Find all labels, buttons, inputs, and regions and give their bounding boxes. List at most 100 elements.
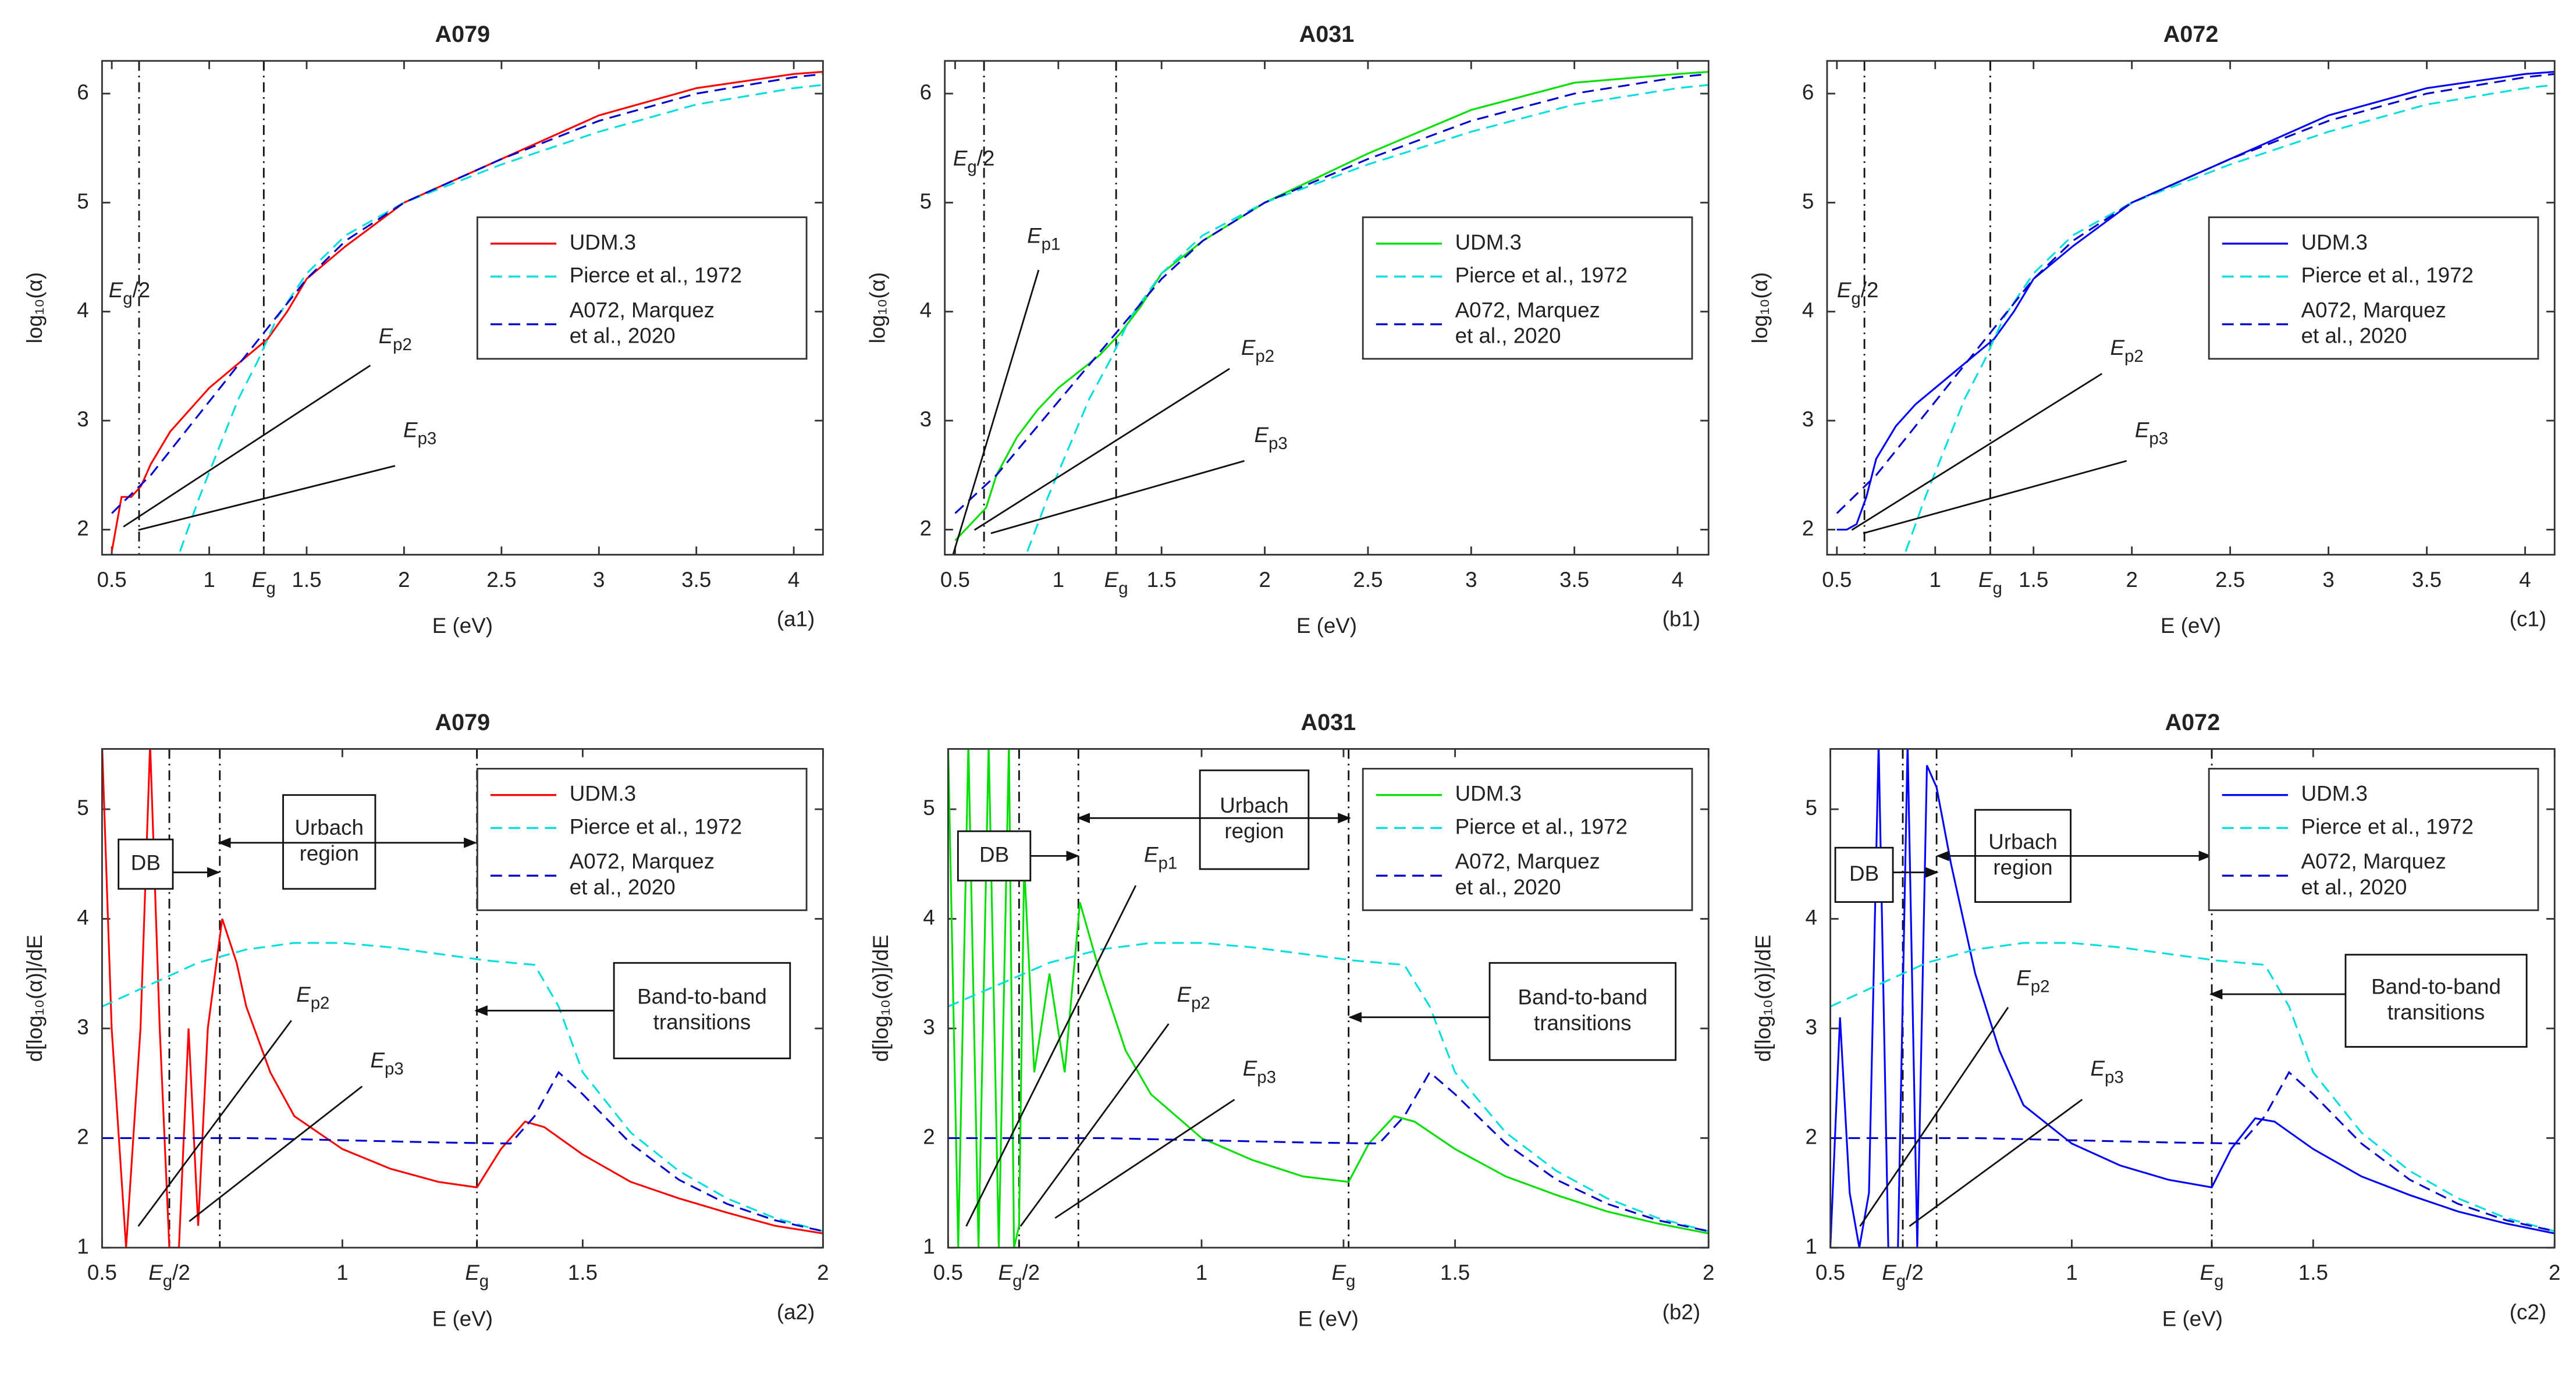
x-tick-label: 0.5 xyxy=(940,568,970,592)
y-tick-label: 3 xyxy=(1802,407,1814,431)
y-tick-label: 2 xyxy=(1805,1124,1817,1148)
y-axis-label: d[log₁₀(α)]/dE xyxy=(869,935,893,1062)
annotation-box xyxy=(2344,953,2528,1048)
x-tick-label: 1 xyxy=(1053,568,1064,592)
x-axis-label: E (eV) xyxy=(1298,1307,1359,1330)
panel: A072 log₁₀(α) E (eV) (c1) 0.5 1 Eg 1.5 2 2.5 3 3.5 4… xyxy=(1747,22,2556,638)
x-tick-label: 1.5 xyxy=(2019,568,2048,592)
legend-box xyxy=(2208,767,2539,912)
y-axis-label: log₁₀(α) xyxy=(1747,272,1771,343)
x-tick-label: Eg xyxy=(1104,568,1128,598)
series-line xyxy=(954,73,1709,514)
axes-frame xyxy=(947,748,1710,1249)
panel-title: A031 xyxy=(1301,710,1356,735)
annotation: Ep2 xyxy=(2016,966,2049,996)
legend-label: UDM.3 xyxy=(570,230,636,254)
x-tick-label: 1.5 xyxy=(292,568,321,592)
y-tick-label: 4 xyxy=(77,298,88,322)
leader-line xyxy=(965,885,1137,1227)
legend-box xyxy=(1362,767,1693,912)
x-tick-label: 0.5 xyxy=(1815,1261,1845,1284)
x-tick-label: Eg xyxy=(465,1261,489,1291)
annotation: DB xyxy=(979,842,1009,866)
series-line xyxy=(1026,84,1709,552)
x-tick-label: 1 xyxy=(1930,568,1941,592)
y-tick-label: 3 xyxy=(77,1015,88,1039)
y-axis-label: d[log₁₀(α)]/dE xyxy=(23,935,47,1062)
legend-label: A072, Marquez et al., 2020 xyxy=(2301,849,2446,899)
legend-box xyxy=(1362,216,1693,360)
leader-line xyxy=(1851,373,2103,531)
x-tick-label: 2 xyxy=(1703,1261,1714,1284)
axes-frame xyxy=(101,748,824,1249)
panel-label: (c1) xyxy=(2510,607,2546,631)
y-axis-label: log₁₀(α) xyxy=(865,272,889,343)
panel-label: (a1) xyxy=(777,607,815,631)
y-tick-label: 2 xyxy=(920,516,932,540)
y-axis-label: d[log₁₀(α)]/dE xyxy=(1751,935,1775,1062)
y-tick-label: 6 xyxy=(77,80,88,104)
x-tick-label: Eg xyxy=(1331,1261,1355,1291)
y-tick-label: 2 xyxy=(1802,516,1814,540)
y-tick-label: 4 xyxy=(1805,905,1817,929)
leader-line xyxy=(1859,1006,2009,1227)
x-tick-label: 4 xyxy=(788,568,800,592)
y-tick-label: 5 xyxy=(77,189,88,213)
panel-title: A031 xyxy=(1299,22,1355,48)
panel-label: (b2) xyxy=(1662,1300,1700,1324)
legend-label: A072, Marquez et al., 2020 xyxy=(2301,298,2446,347)
legend-label: A072, Marquez et al., 2020 xyxy=(1455,298,1600,347)
annotation: Eg/2 xyxy=(109,278,151,308)
y-tick-label: 6 xyxy=(920,80,932,104)
legend-label: A072, Marquez et al., 2020 xyxy=(570,298,715,347)
annotation: Ep1 xyxy=(1144,842,1177,873)
annotation: Band-to-band transitions xyxy=(1518,985,1647,1034)
series-line xyxy=(954,70,1709,542)
x-tick-label: 0.5 xyxy=(97,568,127,592)
x-tick-label: 1 xyxy=(2066,1261,2077,1284)
legend-label: Pierce et al., 1972 xyxy=(1455,263,1628,287)
y-tick-label: 5 xyxy=(1802,189,1814,213)
legend-label: Pierce et al., 1972 xyxy=(570,263,742,287)
y-tick-label: 4 xyxy=(920,298,932,322)
series-line xyxy=(1830,942,2555,1233)
series-line xyxy=(1905,84,2555,552)
legend-label: Pierce et al., 1972 xyxy=(2301,263,2474,287)
y-tick-label: 5 xyxy=(920,189,932,213)
y-tick-label: 3 xyxy=(923,1015,935,1039)
x-tick-label: 1.5 xyxy=(1440,1261,1470,1284)
series-line xyxy=(102,1070,823,1233)
annotation: Band-to-band transitions xyxy=(2371,974,2501,1024)
x-axis-label: E (eV) xyxy=(432,614,493,638)
y-tick-label: 5 xyxy=(923,796,935,820)
y-tick-label: 1 xyxy=(77,1234,88,1258)
x-tick-label: 2.5 xyxy=(2215,568,2245,592)
x-axis-label: E (eV) xyxy=(2162,1307,2223,1330)
x-tick-label: 3.5 xyxy=(1559,568,1589,592)
x-tick-label: 3.5 xyxy=(681,568,711,592)
x-tick-label: 0.5 xyxy=(933,1261,963,1284)
panel: A031 d[log₁₀(α)]/dE E (eV) (b2) 0.5 Eg/2 1 Eg 1.… xyxy=(869,710,1715,1330)
x-tick-label: 1.5 xyxy=(568,1261,598,1284)
leader-line xyxy=(1863,460,2127,535)
legend-label: UDM.3 xyxy=(2301,781,2368,805)
legend-label: A072, Marquez et al., 2020 xyxy=(570,849,715,899)
leader-line xyxy=(1909,1099,2083,1227)
annotation: Ep2 xyxy=(296,983,329,1013)
annotation: Ep3 xyxy=(2091,1056,2124,1087)
annotation: Ep2 xyxy=(1177,983,1210,1013)
annotation: Ep3 xyxy=(1243,1056,1276,1087)
x-tick-label: 1 xyxy=(1196,1261,1207,1284)
panel: A031 log₁₀(α) E (eV) (b1) 0.5 1 Eg 1.5 2 2.5 3 3.5 4… xyxy=(865,22,1710,638)
annotation: DB xyxy=(131,850,161,874)
x-axis-label: E (eV) xyxy=(2161,614,2221,638)
x-tick-label: 4 xyxy=(1672,568,1683,592)
x-tick-label: Eg/2 xyxy=(999,1261,1040,1291)
annotation: Ep3 xyxy=(370,1048,403,1079)
leader-line xyxy=(189,1085,363,1222)
panel-label: (c2) xyxy=(2510,1300,2546,1324)
series-line xyxy=(179,84,823,552)
x-tick-label: 1 xyxy=(336,1261,348,1284)
y-tick-label: 4 xyxy=(77,905,88,929)
